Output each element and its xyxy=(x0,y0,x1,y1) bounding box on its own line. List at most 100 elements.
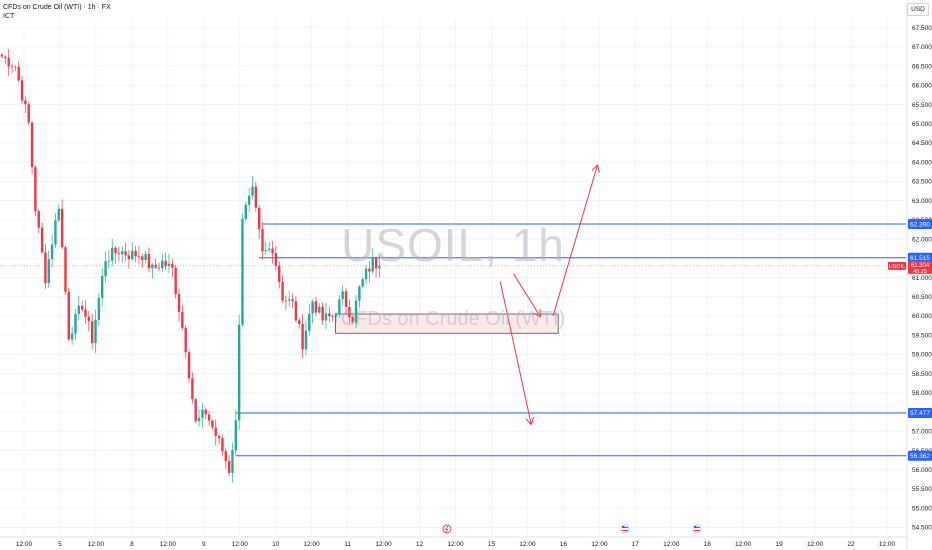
candle-body xyxy=(10,66,14,68)
candle-body xyxy=(341,291,344,300)
time-axis: 12:00 5 12:00 8 12:00 9 12:00 10 12:00 11 12:00 12 1… xyxy=(0,536,907,548)
symbol-tag-label: USOIL xyxy=(889,264,906,270)
candle-body xyxy=(34,167,37,212)
price-axis: 54.50055.00055.50056.00056.50057.00057.5… xyxy=(888,0,932,550)
level-price-tag xyxy=(908,450,932,461)
candle-body xyxy=(161,260,164,269)
time-tick-label: 17 xyxy=(632,541,640,548)
currency-button[interactable]: USD xyxy=(907,3,929,16)
candle-body xyxy=(314,301,318,313)
candle-body xyxy=(157,267,161,269)
candle-body xyxy=(181,311,184,329)
candle-body xyxy=(231,450,234,473)
candle-body xyxy=(67,291,70,340)
price-tick-label: 66.000 xyxy=(912,83,932,90)
candle-body xyxy=(354,300,358,323)
candle-body xyxy=(294,301,298,321)
candle-body xyxy=(44,252,47,284)
current-price-value: 61.304 xyxy=(911,263,930,269)
projection-arrow xyxy=(512,273,539,316)
candle-body xyxy=(241,219,244,325)
candle-body xyxy=(20,80,24,101)
candle-body xyxy=(7,58,10,67)
us-flag-stripe xyxy=(622,530,628,531)
candle-body xyxy=(84,309,87,317)
candle-body xyxy=(171,263,174,268)
candle-body xyxy=(74,313,77,334)
time-tick-label: 12:00 xyxy=(807,541,824,548)
projection-arrows xyxy=(499,166,597,424)
price-tick-label: 54.500 xyxy=(912,525,932,532)
candle-body xyxy=(117,253,121,255)
candle-body xyxy=(184,328,187,353)
time-tick-label: 12:00 xyxy=(519,541,536,548)
demand-zone-box xyxy=(335,313,559,334)
candle-body xyxy=(121,251,124,255)
time-tick-label: 12:00 xyxy=(16,541,33,548)
candle-body xyxy=(348,306,351,318)
candle-body xyxy=(368,268,371,272)
candle-body xyxy=(328,313,331,317)
candle-body xyxy=(164,260,167,267)
price-tick-label: 62.000 xyxy=(912,236,932,243)
time-tick-label: 8 xyxy=(130,541,134,548)
price-tick-label: 65.000 xyxy=(912,121,932,128)
candle-body xyxy=(151,264,154,269)
level-price-label: 57.477 xyxy=(910,410,930,417)
time-tick-label: 12:00 xyxy=(160,541,177,548)
candle-body xyxy=(251,186,254,196)
candle-body xyxy=(154,264,157,268)
candle-body xyxy=(47,259,50,284)
grid xyxy=(0,18,906,537)
candle-body xyxy=(271,248,274,254)
candle-body xyxy=(324,313,328,321)
candle-body xyxy=(137,256,141,258)
time-tick-label: 12:00 xyxy=(232,541,249,548)
level-price-tag xyxy=(908,252,932,263)
candle-body xyxy=(318,306,321,313)
candle-body xyxy=(187,352,191,379)
price-tick-label: 67.500 xyxy=(912,25,932,32)
candle-body xyxy=(57,209,60,221)
price-tick-label: 60.500 xyxy=(912,294,932,301)
price-tick-label: 55.000 xyxy=(912,505,932,512)
candle-body xyxy=(284,300,288,302)
candle-body xyxy=(207,414,211,421)
event-markers xyxy=(442,524,702,534)
price-tick-label: 63.000 xyxy=(912,198,932,205)
price-tick-label: 60.000 xyxy=(912,313,932,320)
time-tick-label: 12 xyxy=(416,541,424,548)
candle-body xyxy=(217,435,221,439)
candle-body xyxy=(351,317,354,323)
price-tick-label: 58.500 xyxy=(912,371,932,378)
candle-body xyxy=(334,314,338,317)
candle-body xyxy=(54,220,57,245)
time-tick-label: 10 xyxy=(272,541,280,548)
price-tick-label: 64.500 xyxy=(912,140,932,147)
candle-body xyxy=(264,249,268,252)
horizontal-levels xyxy=(0,223,906,457)
candle-body xyxy=(167,263,171,267)
level-price-label: 56.362 xyxy=(910,453,930,460)
time-tick-label: 11 xyxy=(344,541,351,548)
candle-body xyxy=(234,420,237,451)
candle-body xyxy=(344,291,348,307)
symbol-title[interactable]: CFDs on Crude Oil (WTI) · 1h · FX xyxy=(3,4,111,11)
candle-body xyxy=(111,247,114,261)
candle-body xyxy=(114,247,117,254)
us-flag-canton xyxy=(622,526,625,528)
candle-body xyxy=(177,293,181,312)
indicator-label[interactable]: ICT xyxy=(3,13,15,20)
candle-body xyxy=(211,420,214,428)
candle-body xyxy=(331,316,334,317)
candle-body xyxy=(27,104,30,123)
candle-body xyxy=(94,319,97,344)
candle-body xyxy=(0,54,4,57)
candle-body xyxy=(281,281,284,301)
candle-body xyxy=(101,276,104,298)
us-flag-stripe xyxy=(694,527,700,528)
candle-body xyxy=(77,305,81,314)
candle-body xyxy=(378,265,381,269)
current-price-tag xyxy=(908,260,932,274)
